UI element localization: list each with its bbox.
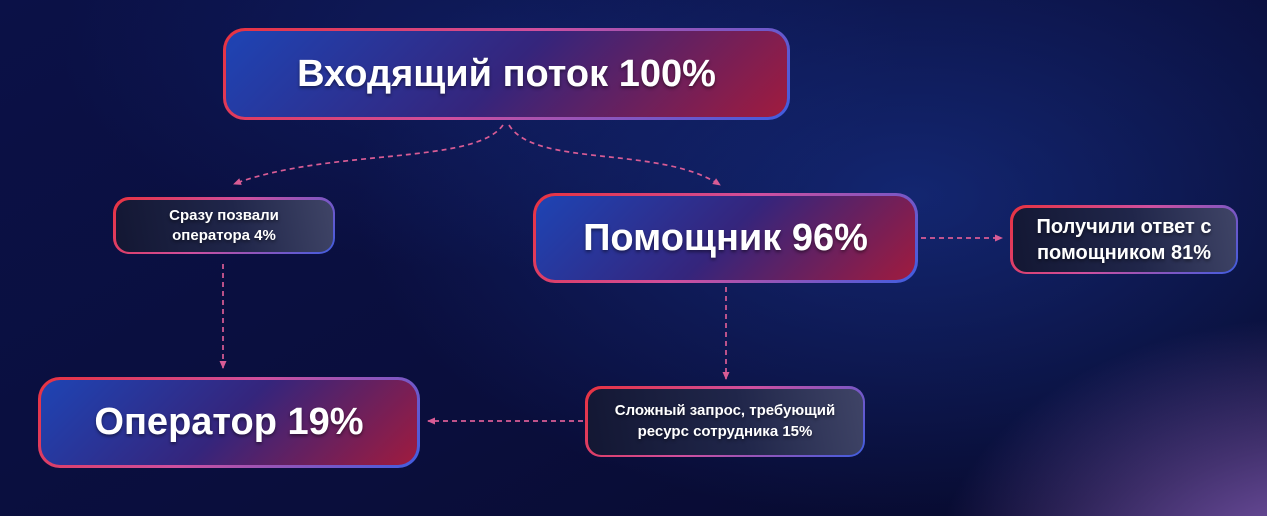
node-answered-with-assistant: Получили ответ с помощником 81%: [1010, 205, 1238, 274]
node-operator-label: Оператор 19%: [94, 401, 364, 443]
node-operator: Оператор 19%: [38, 377, 420, 468]
node-complex-request-label: Сложный запрос, требующий ресурс сотрудн…: [614, 402, 836, 440]
node-called-operator-immediately-label: Сразу позвали оператора 4%: [169, 207, 279, 244]
node-assistant-label: Помощник 96%: [583, 216, 868, 259]
node-incoming-flow-label: Входящий поток 100%: [297, 52, 716, 95]
node-called-operator-immediately: Сразу позвали оператора 4%: [113, 197, 335, 254]
node-answered-with-assistant-label: Получили ответ с помощником 81%: [1036, 215, 1212, 264]
node-assistant: Помощник 96%: [533, 193, 918, 283]
edge-incoming-to-assistant: [508, 124, 721, 186]
node-incoming-flow: Входящий поток 100%: [223, 28, 790, 120]
node-complex-request: Сложный запрос, требующий ресурс сотрудн…: [585, 386, 865, 457]
edge-incoming-to-called: [233, 124, 504, 185]
